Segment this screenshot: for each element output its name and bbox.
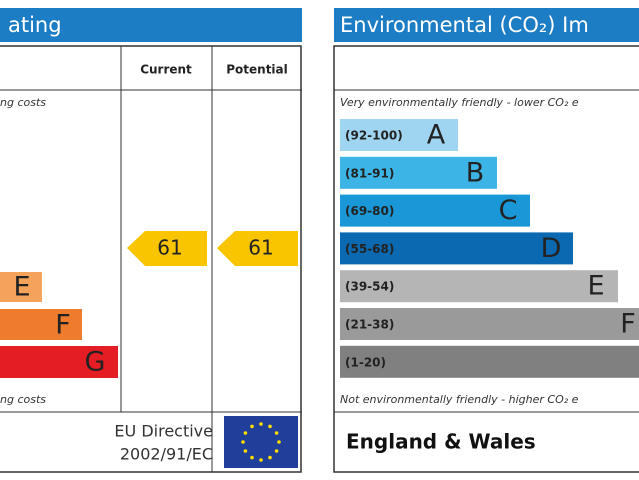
star bbox=[241, 440, 245, 444]
star bbox=[250, 455, 254, 460]
band bbox=[340, 119, 458, 151]
band bbox=[340, 156, 497, 189]
current-arrow bbox=[127, 231, 207, 266]
band-range: (55-68) bbox=[345, 242, 394, 256]
star bbox=[243, 431, 248, 435]
band bbox=[0, 309, 82, 340]
star bbox=[250, 424, 254, 429]
top-note: ng costs bbox=[0, 96, 46, 109]
band-range: (21-38) bbox=[345, 318, 394, 332]
bottom-note: Not environmentally friendly - higher CO… bbox=[340, 393, 579, 406]
env-bands: (92-100) A (81-91) B (69-80) C (55-68) D (39-54)… bbox=[340, 119, 639, 378]
energy-panel: ating Current Potential ng costs E F G 6… bbox=[0, 8, 302, 473]
band bbox=[0, 346, 118, 378]
band-letter: B bbox=[466, 157, 485, 188]
band-range: (69-80) bbox=[345, 204, 394, 218]
band-letter: E bbox=[13, 272, 30, 303]
star bbox=[259, 458, 263, 462]
eu-stars bbox=[241, 422, 281, 462]
band bbox=[340, 270, 618, 303]
band-range: (81-91) bbox=[345, 166, 394, 180]
env-box bbox=[333, 45, 639, 473]
band-range: (92-100) bbox=[345, 129, 403, 143]
band-range: (1-20) bbox=[345, 355, 386, 369]
band bbox=[340, 232, 573, 265]
footer-line: EU Directive bbox=[114, 422, 213, 441]
band-letter: E bbox=[587, 271, 604, 302]
band-letter: D bbox=[541, 233, 562, 264]
environmental-panel: Environmental (CO₂) Im Very environmenta… bbox=[333, 8, 639, 473]
energy-header bbox=[0, 8, 302, 42]
band-range: (39-54) bbox=[345, 280, 394, 294]
star bbox=[277, 440, 281, 444]
band bbox=[0, 272, 42, 302]
band bbox=[340, 308, 639, 340]
star bbox=[274, 449, 279, 453]
star bbox=[243, 449, 248, 453]
column-label: Current bbox=[140, 63, 192, 77]
current-value: 61 bbox=[157, 236, 182, 260]
star bbox=[274, 431, 279, 435]
env-title: Environmental (CO₂) Im bbox=[340, 13, 589, 37]
env-footer: England & Wales bbox=[346, 430, 536, 454]
potential-value: 61 bbox=[248, 236, 273, 260]
star bbox=[268, 455, 272, 460]
env-header bbox=[334, 8, 639, 42]
band bbox=[340, 345, 639, 378]
band bbox=[340, 194, 530, 227]
bottom-note: ng costs bbox=[0, 393, 46, 406]
footer-line: 2002/91/EC bbox=[120, 445, 213, 464]
band-letter: A bbox=[427, 120, 446, 151]
band-letter: G bbox=[85, 347, 106, 378]
star bbox=[268, 424, 272, 429]
energy-title: ating bbox=[8, 13, 62, 37]
band-letter: F bbox=[55, 310, 71, 341]
band-letter: F bbox=[620, 309, 636, 340]
potential-arrow bbox=[217, 231, 298, 266]
energy-box bbox=[0, 45, 302, 473]
top-note: Very environmentally friendly - lower CO… bbox=[340, 96, 579, 109]
column-label: Potential bbox=[226, 63, 288, 77]
star bbox=[259, 422, 263, 426]
band-letter: C bbox=[499, 195, 518, 226]
